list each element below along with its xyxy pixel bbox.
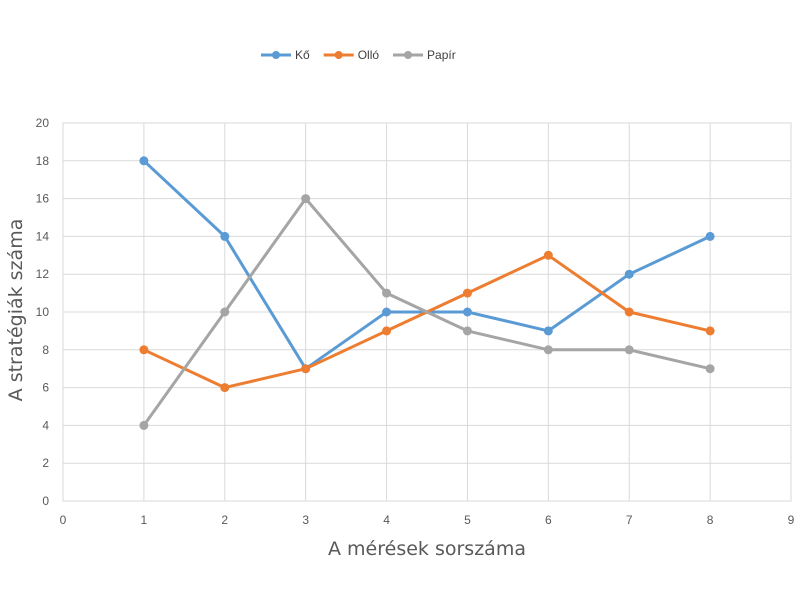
legend-item: Kő [261, 48, 310, 62]
data-point [462, 326, 472, 336]
data-point [301, 194, 311, 204]
y-tick-label: 16 [36, 192, 50, 206]
data-point [462, 307, 472, 317]
x-tick-label: 8 [707, 513, 714, 527]
x-tick-label: 9 [788, 513, 795, 527]
legend-label: Papír [427, 48, 456, 62]
x-tick-label: 1 [141, 513, 148, 527]
y-tick-label: 14 [36, 229, 50, 243]
data-point [462, 288, 472, 298]
y-tick-label: 8 [42, 343, 49, 357]
y-tick-label: 6 [42, 381, 49, 395]
data-point [705, 364, 715, 374]
y-axis-tick-labels: 0 2 4 6 8 10 12 14 16 18 20 [36, 116, 50, 508]
data-point [139, 156, 149, 166]
data-point [220, 307, 230, 317]
y-axis-title: A stratégiák száma [5, 219, 27, 402]
legend-label: Olló [358, 48, 380, 62]
data-point [382, 326, 392, 336]
y-tick-label: 4 [42, 418, 49, 432]
y-tick-label: 2 [42, 456, 49, 470]
data-point [220, 383, 230, 393]
x-tick-label: 0 [60, 513, 67, 527]
data-point [543, 345, 553, 355]
legend-swatch-marker [404, 51, 413, 59]
series-line [142, 159, 712, 371]
x-axis-title: A mérések sorszáma [328, 538, 526, 560]
data-point [543, 326, 553, 336]
data-point [382, 288, 392, 298]
data-point [705, 326, 715, 336]
data-point [624, 345, 634, 355]
legend-swatch-marker [334, 51, 343, 59]
y-tick-label: 12 [36, 267, 50, 281]
data-point [624, 269, 634, 279]
legend-swatch-marker [272, 51, 280, 59]
legend-item: Olló [323, 48, 380, 62]
data-series [139, 156, 715, 430]
x-tick-label: 7 [626, 513, 633, 527]
plot-area-border [62, 122, 792, 502]
y-tick-label: 18 [36, 154, 50, 168]
series-1 [139, 156, 715, 374]
y-tick-label: 20 [36, 116, 50, 130]
data-point [301, 364, 311, 374]
data-point [705, 231, 715, 241]
x-tick-label: 2 [221, 513, 228, 527]
x-tick-label: 4 [383, 513, 390, 527]
legend: Kő Olló Papír [261, 48, 456, 62]
legend-item: Papír [393, 48, 456, 62]
data-point [139, 345, 149, 355]
y-tick-label: 10 [36, 305, 50, 319]
data-point [220, 231, 230, 241]
x-tick-label: 3 [302, 513, 309, 527]
x-axis-tick-labels: 0 1 2 3 4 5 6 7 8 9 [60, 513, 795, 527]
data-point [624, 307, 634, 317]
x-tick-label: 6 [545, 513, 552, 527]
series-3 [139, 194, 715, 430]
legend-label: Kő [295, 48, 310, 62]
y-tick-label: 0 [42, 494, 49, 508]
series-line [142, 197, 712, 427]
x-tick-label: 5 [464, 513, 471, 527]
data-point [543, 250, 553, 260]
data-point [382, 307, 392, 317]
data-point [139, 420, 149, 430]
